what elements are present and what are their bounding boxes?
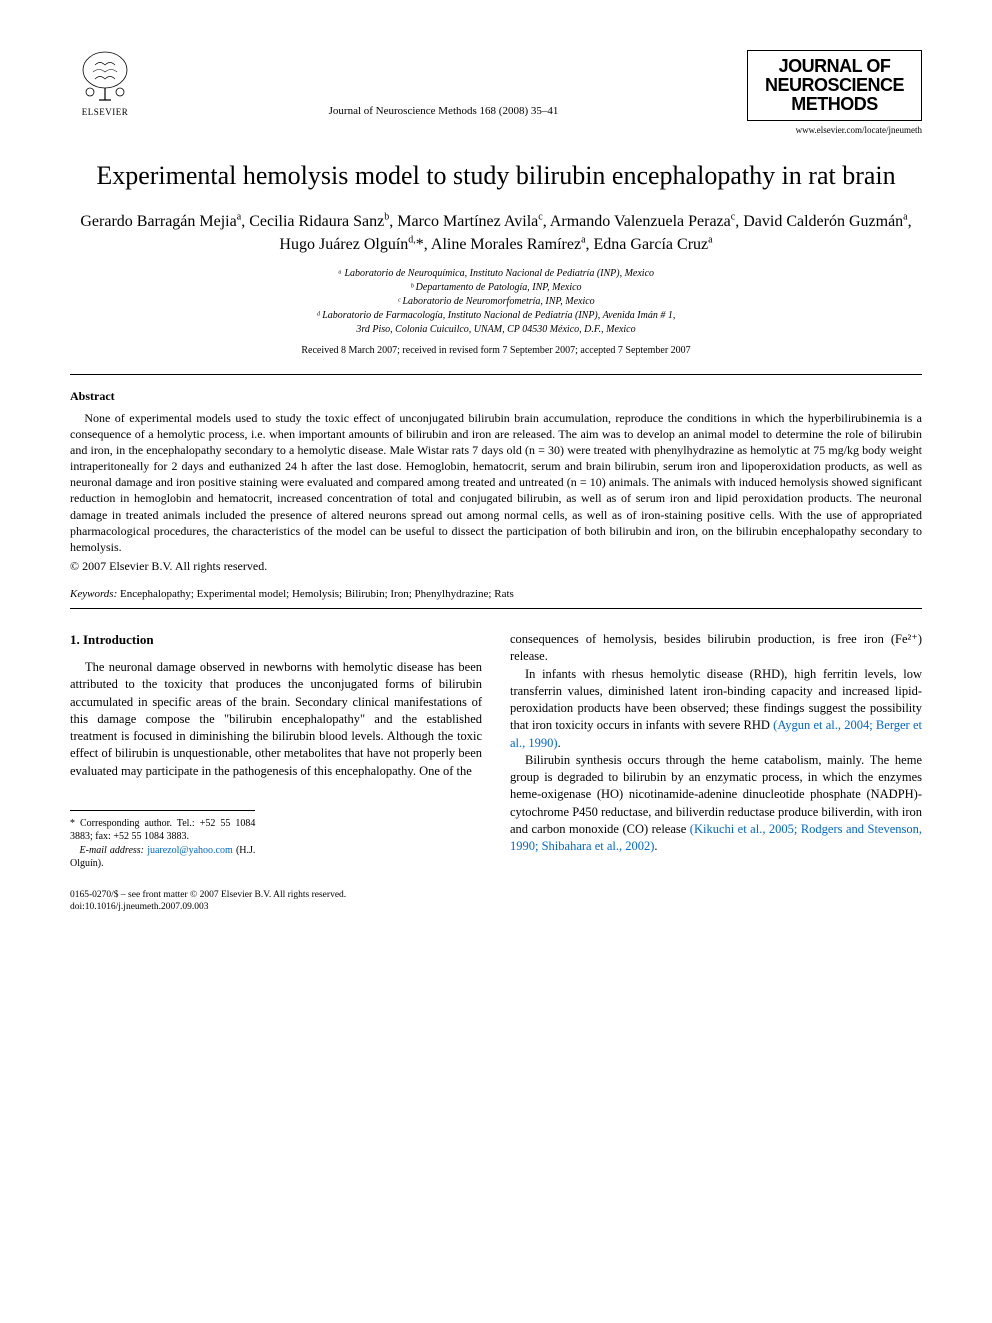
abstract-heading: Abstract xyxy=(70,389,922,404)
journal-url[interactable]: www.elsevier.com/locate/jneumeth xyxy=(747,125,922,135)
corresponding-author-note: * Corresponding author. Tel.: +52 55 108… xyxy=(70,817,255,844)
p2-post: . xyxy=(558,736,561,750)
affiliation-b: ᵇ Departamento de Patología, INP, Mexico xyxy=(70,281,922,295)
journal-logo-line3: METHODS xyxy=(758,95,911,114)
author-list: Gerardo Barragán Mejiaa, Cecilia Ridaura… xyxy=(70,210,922,256)
article-dates: Received 8 March 2007; received in revis… xyxy=(70,345,922,356)
section-number: 1. xyxy=(70,632,80,647)
affiliation-a: ᵃ Laboratorio de Neuroquímica, Instituto… xyxy=(70,267,922,281)
affiliation-d-2: 3rd Piso, Colonia Cuicuilco, UNAM, CP 04… xyxy=(70,323,922,337)
intro-paragraph-1: The neuronal damage observed in newborns… xyxy=(70,659,482,780)
journal-logo: JOURNAL OF NEUROSCIENCE METHODS xyxy=(747,50,922,121)
keywords-row: Keywords: Encephalopathy; Experimental m… xyxy=(70,588,922,600)
abstract-copyright: © 2007 Elsevier B.V. All rights reserved… xyxy=(70,559,922,574)
keywords-label: Keywords: xyxy=(70,588,117,600)
journal-reference: Journal of Neuroscience Methods 168 (200… xyxy=(140,50,747,117)
issn-line: 0165-0270/$ – see front matter © 2007 El… xyxy=(70,889,922,901)
affiliation-c: ᶜ Laboratorio de Neuromorfometría, INP, … xyxy=(70,295,922,309)
issn-doi-block: 0165-0270/$ – see front matter © 2007 El… xyxy=(70,889,922,914)
email-address[interactable]: juarezol@yahoo.com xyxy=(147,845,233,856)
page-header: ELSEVIER Journal of Neuroscience Methods… xyxy=(70,50,922,135)
p3-post: . xyxy=(654,839,657,853)
section-title: Introduction xyxy=(83,632,154,647)
affiliation-d-1: ᵈ Laboratorio de Farmacología, Instituto… xyxy=(70,309,922,323)
left-column: 1. Introduction The neuronal damage obse… xyxy=(70,631,482,871)
doi-line: doi:10.1016/j.jneumeth.2007.09.003 xyxy=(70,901,922,913)
elsevier-tree-icon xyxy=(75,50,135,105)
journal-logo-line1: JOURNAL OF xyxy=(758,57,911,76)
email-label: E-mail address: xyxy=(80,845,144,856)
journal-brand-block: JOURNAL OF NEUROSCIENCE METHODS www.else… xyxy=(747,50,922,135)
publisher-name: ELSEVIER xyxy=(82,107,129,117)
divider-bottom xyxy=(70,608,922,609)
body-columns: 1. Introduction The neuronal damage obse… xyxy=(70,631,922,871)
article-title: Experimental hemolysis model to study bi… xyxy=(70,160,922,193)
footnotes: * Corresponding author. Tel.: +52 55 108… xyxy=(70,810,255,871)
keywords-list: Encephalopathy; Experimental model; Hemo… xyxy=(120,588,514,600)
publisher-logo: ELSEVIER xyxy=(70,50,140,130)
right-column: consequences of hemolysis, besides bilir… xyxy=(510,631,922,871)
journal-logo-line2: NEUROSCIENCE xyxy=(758,76,911,95)
email-line: E-mail address: juarezol@yahoo.com (H.J.… xyxy=(70,844,255,871)
divider-top xyxy=(70,374,922,375)
section-1-heading: 1. Introduction xyxy=(70,631,482,649)
intro-paragraph-2: In infants with rhesus hemolytic disease… xyxy=(510,666,922,752)
intro-paragraph-1-cont: consequences of hemolysis, besides bilir… xyxy=(510,631,922,666)
intro-paragraph-3: Bilirubin synthesis occurs through the h… xyxy=(510,752,922,856)
abstract-body: None of experimental models used to stud… xyxy=(70,410,922,556)
affiliations: ᵃ Laboratorio de Neuroquímica, Instituto… xyxy=(70,267,922,337)
